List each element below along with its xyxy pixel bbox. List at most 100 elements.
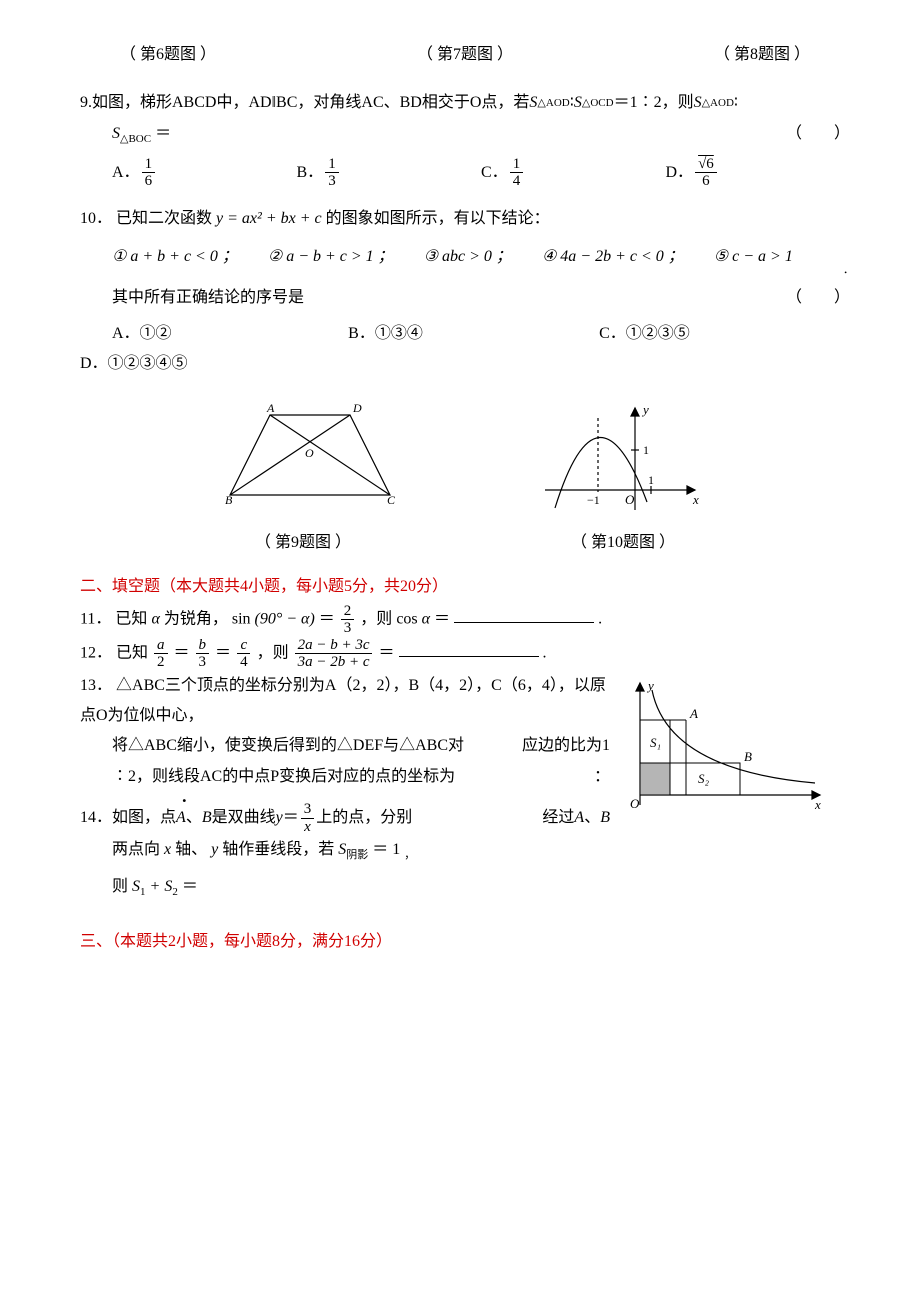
svg-text:y: y [641, 402, 649, 417]
q14-eq: ＝ [283, 803, 299, 833]
q12-t1: 已知 [116, 644, 148, 661]
q13-line3: ∶2，则线段AC的中点P变换后对应的点的坐标为 ： [80, 762, 610, 792]
q14-B2: B [600, 803, 610, 833]
figure-caption-row-top: （ 第6题图 ） （ 第7题图 ） （ 第8题图 ） [80, 40, 850, 70]
q14-subsh: 阴影 [346, 849, 368, 861]
svg-text:O: O [305, 446, 314, 460]
q11-blank[interactable] [454, 605, 594, 624]
caption-q9: （ 第9题图 ） [255, 528, 351, 558]
q11-eq2: ＝ [434, 610, 450, 627]
section-3-heading: 三、（本题共2小题，每小题8分，满分16分） [80, 927, 850, 957]
q9-options: A． 16 B． 13 C． 14 D． √66 [80, 156, 850, 190]
q14-t3b: 经过 [542, 803, 574, 833]
q10-text2: 的图象如图所示，有以下结论： [326, 210, 550, 227]
svg-text:−1: −1 [587, 493, 600, 507]
q12-number: 12． [80, 644, 112, 661]
q14-y: y [276, 803, 283, 833]
svg-text:x: x [814, 797, 821, 812]
q10-opt-b[interactable]: B．①③④ [348, 319, 599, 349]
q11-sin: sin [232, 610, 251, 627]
q13-line3b: ： [594, 762, 610, 792]
q9-sub2: △OCD [582, 93, 614, 114]
fraction: 14 [510, 156, 524, 190]
q9-stem-line1: 9. 如图，梯形ABCD中，AD‖BC，对角线AC、BD相交于O点，若 S△AO… [80, 88, 850, 118]
q10-c3: ③ abc > 0 ； [424, 242, 512, 272]
fraction: 13 [325, 156, 339, 190]
q9-S4: S [112, 125, 120, 142]
q14-comma: ， [404, 849, 415, 861]
q9-S1: S [529, 88, 537, 118]
q9-sub1: △AOD [537, 93, 569, 114]
figure-q9-trapezoid: A D B C O [225, 400, 395, 510]
svg-text:y: y [646, 678, 654, 693]
q12-blank[interactable] [399, 639, 539, 658]
q12-t2: ，则 [257, 644, 289, 661]
q10-text3: 其中所有正确结论的序号是 [112, 283, 304, 313]
q10-c4: ④ 4a − 2b + c < 0 ； [542, 242, 684, 272]
question-9: 9. 如图，梯形ABCD中，AD‖BC，对角线AC、BD相交于O点，若 S△AO… [80, 88, 850, 189]
q10-conclusions: ① a + b + c < 0 ； ② a − b + c > 1 ； ③ ab… [80, 242, 850, 272]
q9-opt-b[interactable]: B． 13 [297, 156, 482, 190]
q13-line1: △ABC三个顶点的坐标分别为A（2，2），B（4，2），C（6，4），以原点O为… [80, 677, 606, 724]
figure-q10-parabola: x y O −1 1 1 [535, 400, 705, 520]
q10-c5: ⑤ c − a > 1 [714, 242, 793, 272]
opt-label: C． [481, 158, 508, 188]
q11-period: . [598, 610, 602, 627]
opt-label: A． [112, 158, 140, 188]
svg-text:A: A [689, 706, 698, 721]
caption-q6: （ 第6题图 ） [120, 40, 216, 70]
q9-opt-c[interactable]: C． 14 [481, 156, 666, 190]
q9-eq12: ＝1∶2，则 [614, 88, 694, 118]
question-10: 10． 已知二次函数 y = ax² + bx + c 的图象如图所示，有以下结… [80, 204, 850, 380]
q12-frac-a: a2 [154, 637, 168, 671]
q14-B: B [202, 803, 212, 833]
q14-plus: + [150, 878, 165, 895]
q11-cos: cos [396, 610, 417, 627]
svg-text:D: D [352, 401, 362, 415]
fraction: 16 [142, 156, 156, 190]
q14-line2: 两点向 x 轴、 y 轴作垂线段，若 S阴影 ＝ 1 ， [80, 835, 850, 866]
q9-stem-line2: S△BOC ＝ （ ） [80, 119, 850, 150]
q11-t2: 为锐角， [164, 610, 228, 627]
q9-opt-d[interactable]: D． √66 [666, 156, 851, 190]
q14-eq1: ＝ 1 [372, 841, 400, 858]
q11-t1: 已知 [115, 610, 147, 627]
svg-text:x: x [692, 492, 699, 507]
q9-opt-a[interactable]: A． 16 [112, 156, 297, 190]
q10-opt-a[interactable]: A．①② [112, 319, 348, 349]
q14-sub2: 2 [172, 886, 178, 898]
svg-text:S₂: S₂ [698, 771, 710, 786]
opt-label: D． [666, 158, 694, 188]
figure-row-9-10: A D B C O x y O −1 1 1 [80, 400, 850, 520]
q11-number: 11． [80, 610, 111, 627]
svg-text:1: 1 [643, 443, 649, 457]
q13-line2: 将△ABC缩小，使变换后得到的△DEF与△ABC对 应边的比为1 [80, 731, 610, 761]
q13-number: 13． [80, 677, 112, 694]
q12-frac-b: b3 [196, 637, 210, 671]
q10-c1: ① a + b + c < 0 ； [112, 242, 238, 272]
q11-t3: ，则 [360, 610, 392, 627]
q14-sub1: 1 [140, 886, 146, 898]
q14-S1: S [132, 878, 140, 895]
q12-bigfrac: 2a − b + 3c3a − 2b + c [295, 637, 373, 671]
q10-number: 10． [80, 210, 112, 227]
q10-options-row1: A．①② B．①③④ C．①②③⑤ [80, 319, 850, 349]
q13-line3a: ∶2，则线段AC的中点P变换后对应的点的坐标为 [112, 762, 455, 792]
question-11: 11． 已知 α 为锐角， sin (90° − α) ＝ 23 ，则 cos … [80, 603, 850, 637]
q14-eq2: ＝ [182, 878, 198, 895]
q14-A: A [176, 803, 186, 833]
q9-sub3: △AOD [702, 93, 734, 114]
section-2-heading: 二、填空题（本大题共4小题，每小题5分，共20分） [80, 572, 850, 602]
caption-q10: （ 第10题图 ） [571, 528, 675, 558]
figure-q14-hyperbola: A B S₁ S₂ O x y [620, 675, 830, 815]
q14-t5: 轴、 [175, 841, 207, 858]
q10-opt-d[interactable]: D．①②③④⑤ [80, 349, 850, 379]
q9-eq: ＝ [155, 125, 171, 142]
q9-S2: S [574, 88, 582, 118]
svg-text:1: 1 [648, 473, 654, 487]
q10-opt-c[interactable]: C．①②③⑤ [599, 319, 850, 349]
q9-text1: 如图，梯形ABCD中，AD‖BC，对角线AC、BD相交于O点，若 [92, 88, 529, 118]
svg-text:B: B [744, 749, 752, 764]
svg-text:O: O [630, 796, 640, 811]
figure-caption-row-9-10: （ 第9题图 ） （ 第10题图 ） [80, 528, 850, 558]
